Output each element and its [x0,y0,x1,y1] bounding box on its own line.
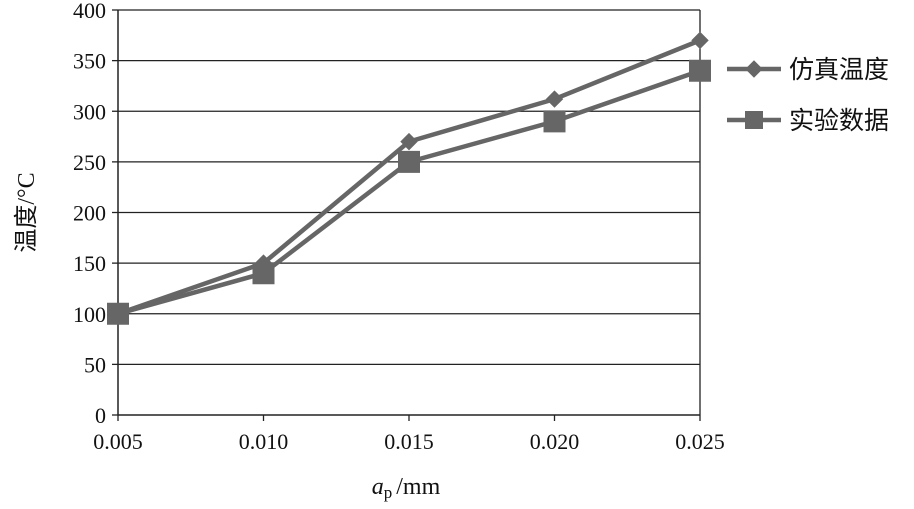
label-layer: 0 50 100 150 200 250 300 350 400 0.005 0.010 0.015 0… [13,0,725,502]
y-tick-label: 150 [73,251,106,276]
x-tick-label: 0.005 [93,429,143,454]
x-axis-title: ap/mm [372,474,441,502]
series-layer [107,31,711,325]
legend-label-1: 实验数据 [789,107,889,135]
x-axis-title-unit: /mm [396,474,440,500]
y-tick-label: 350 [73,49,106,74]
y-tick-label: 50 [84,352,106,377]
x-axis-title-subscript: p [384,483,393,502]
y-tick-label: 300 [73,99,106,124]
x-axis-title-symbol: a [372,474,384,500]
legend-marker-diamond [745,60,763,78]
y-tick-label: 0 [95,403,106,428]
series-line-0 [117,38,701,316]
x-tick-label: 0.020 [530,429,580,454]
y-axis-title: 温度/°C [13,172,40,252]
series-line-1 [117,68,701,316]
y-tick-label: 250 [73,150,106,175]
legend-label-0: 仿真温度 [789,56,889,84]
data-point-square-3 [543,110,566,133]
data-point-diamond-2 [400,132,418,151]
y-tick-label: 200 [73,201,106,226]
legend-marker-square [745,111,763,129]
y-tick-label: 400 [73,0,106,23]
data-point-diamond-4 [691,31,709,50]
axis-layer [112,9,701,421]
x-tick-label: 0.010 [239,429,289,454]
data-point-square-0 [107,302,129,325]
data-point-square-1 [252,262,275,285]
x-tick-label: 0.015 [384,429,434,454]
y-tick-label: 100 [73,302,106,327]
data-point-square-2 [398,150,420,173]
grid-layer [118,9,700,366]
data-point-diamond-3 [545,90,564,108]
x-tick-label: 0.025 [675,429,725,454]
data-point-square-4 [689,59,711,82]
